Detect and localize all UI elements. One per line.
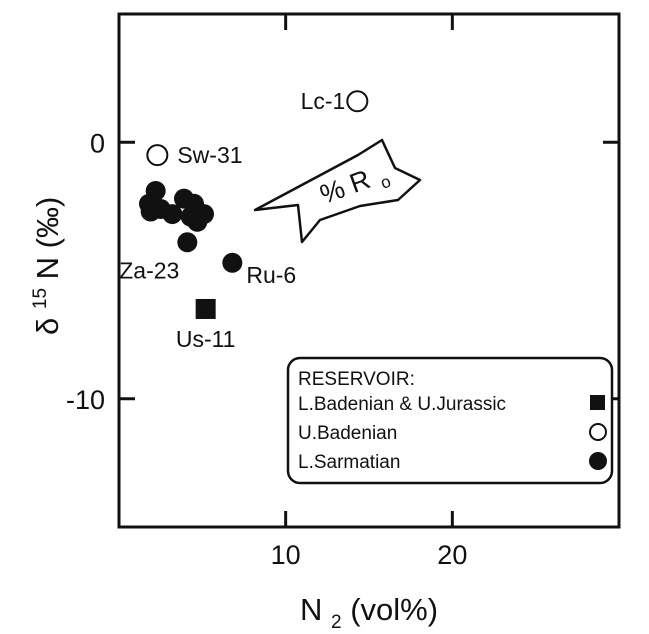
legend-title: RESERVOIR: [298, 369, 415, 390]
legend-marker-filled-circle [589, 452, 607, 470]
data-point-filled-circle-3 [140, 201, 161, 222]
point-label-2: Sw-31 [177, 142, 242, 168]
point-label-0: Us-11 [176, 326, 236, 352]
x-axis-title-sub: 2 [331, 612, 342, 633]
legend-entry-label-0: L.Badenian & U.Jurassic [298, 394, 506, 415]
y-tick-label-1: -10 [66, 385, 105, 415]
data-point-filled-circle-4 [162, 204, 183, 225]
data-point-filled-circle-11 [222, 252, 243, 273]
data-point-open-circle-0 [346, 90, 369, 113]
legend-marker-filled-square [590, 395, 605, 410]
ro-trend-arrow: % R o [253, 138, 422, 244]
ro-arrow-shape [253, 138, 422, 244]
axis-tick-labels: 10 20 0 -10 [66, 128, 467, 570]
data-point-labels: Us-11 Lc-1 Sw-31 Za-23 Ru-6 [119, 88, 345, 352]
legend-box [286, 356, 614, 485]
data-point-open-circle-1 [146, 144, 169, 167]
y-tick-label-0: 0 [90, 128, 105, 158]
y-axis-title-base: δ [30, 318, 65, 335]
x-axis-title-base: N [300, 592, 322, 627]
data-point-filled-circle-10 [177, 232, 198, 253]
y-axis-title-rest: N (‰) [30, 197, 65, 280]
data-point-filled-square-0 [195, 298, 216, 319]
y-axis-title-sup: 15 [30, 288, 51, 309]
data-points [139, 90, 369, 319]
legend-entry-label-2: L.Sarmatian [298, 452, 400, 473]
legend-marker-open-circle [589, 423, 607, 441]
y-axis-title: δ 15 N (‰) [18, 197, 65, 335]
plot-frame [117, 12, 621, 529]
point-label-1: Lc-1 [301, 88, 346, 114]
legend-entry-label-1: U.Badenian [298, 423, 397, 444]
legend: RESERVOIR: L.Badenian & U.Jurassic U.Bad… [286, 356, 614, 485]
x-tick-label-0: 10 [271, 540, 301, 570]
x-tick-label-1: 20 [437, 540, 467, 570]
point-label-14: Ru-6 [246, 262, 296, 288]
point-label-13: Za-23 [119, 257, 179, 283]
x-axis-title-rest: (vol%) [350, 592, 438, 627]
x-axis-title: N 2 (vol%) [300, 592, 438, 634]
data-point-filled-circle-9 [187, 211, 208, 232]
